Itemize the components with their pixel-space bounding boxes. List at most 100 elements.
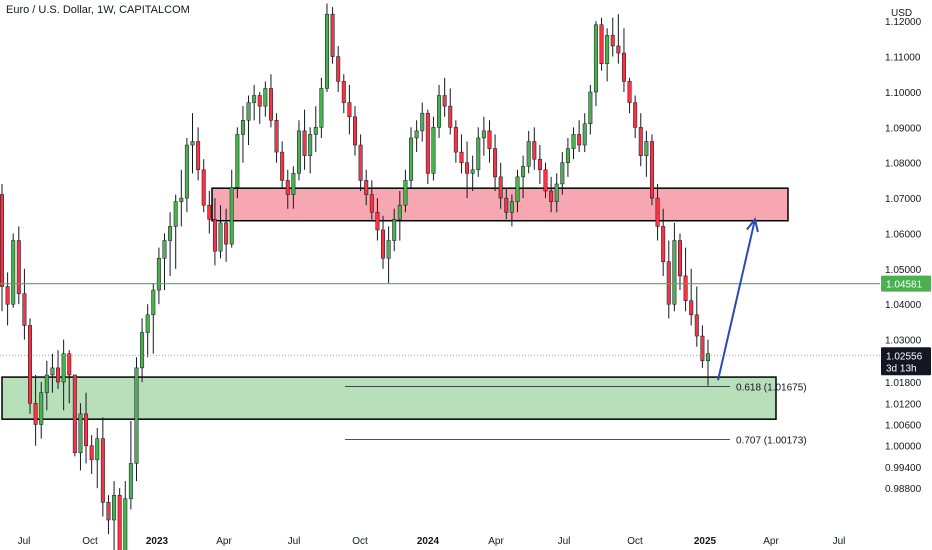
y-tick-label: 1.10000 [885,88,922,99]
x-tick-label: Jul [558,536,571,547]
candle [212,198,217,266]
candle [700,325,705,368]
candle-body [128,463,133,500]
candle [274,113,279,163]
candle [123,481,128,550]
current-price-badge [881,347,931,376]
candle-body [33,403,38,425]
candle-body [67,353,72,376]
y-tick-label: 1.08000 [885,159,922,170]
candle [179,169,184,227]
candle-body [190,141,195,146]
candle [61,339,66,411]
projection-arrow-head [746,217,759,233]
candle [291,166,296,209]
candle-body [437,95,442,128]
candle-body [672,240,677,305]
x-tick-label: Oct [82,536,98,547]
candle [207,191,212,234]
key-level-badge-label: 1.04581 [886,280,923,291]
candle [493,134,498,192]
x-tick-label: Jul [833,536,846,547]
candle-body [336,56,341,82]
y-tick-label: 0.98800 [885,484,922,495]
candle [437,84,442,138]
candle [521,155,526,199]
candle-body [375,211,380,231]
candle [694,286,699,347]
candle [554,173,559,213]
candle [280,141,285,188]
candle [341,74,346,114]
candle [218,205,223,259]
candle-body [605,35,610,64]
candle [240,106,245,163]
candle [145,304,150,358]
candle-body [537,158,542,171]
candle-body [397,204,402,220]
candle [229,169,234,248]
candle [201,159,206,213]
x-tick-label: Jul [288,536,301,547]
candle-body [134,367,139,464]
candle-body [582,123,587,146]
candle [599,17,604,71]
candle [319,77,324,138]
candle-body [95,438,100,461]
candle [168,212,173,276]
candle-body [493,148,498,178]
candle [257,91,262,124]
key-level-badge [881,275,931,292]
candle-body [263,88,268,107]
candle [487,120,492,163]
candle [224,208,229,262]
candle-body [694,314,699,337]
candle [235,127,240,199]
candle-body [677,240,682,277]
candle [347,84,352,135]
candle [409,127,414,188]
candle [44,360,49,411]
candle-body [179,197,184,202]
y-tick-label: 1.05000 [885,265,922,276]
candle-body [644,141,649,156]
candle [453,120,458,163]
candle [593,21,598,107]
candle-body [229,187,234,245]
candle-body [257,95,262,107]
candle [560,152,565,195]
candle-body [560,162,565,185]
candle-body [509,201,514,213]
candle-body [140,332,145,369]
candle [571,127,576,160]
candle [330,7,335,64]
x-tick-label: Apr [216,536,232,547]
candle-body [526,141,531,167]
candle-body [543,169,548,192]
candle [100,417,105,517]
candle-body [341,81,346,103]
candle-body [627,81,632,103]
candle [465,141,470,199]
candle-body [403,180,408,206]
candle [616,14,621,64]
candle-body [324,13,329,89]
candle [140,318,145,383]
candle-body [453,127,458,153]
candle-body [409,137,414,181]
x-tick-label: Apr [763,536,779,547]
y-tick-label: 1.03000 [885,336,922,347]
candle [403,169,408,213]
candle-body [235,134,240,188]
candle [683,247,688,312]
candle [296,120,301,181]
candle-body [78,413,83,454]
candle [706,339,710,386]
candle [677,233,682,291]
candle-body [313,127,318,135]
candle-body [571,134,576,149]
candle-body [431,127,436,174]
x-tick-label: Oct [352,536,368,547]
